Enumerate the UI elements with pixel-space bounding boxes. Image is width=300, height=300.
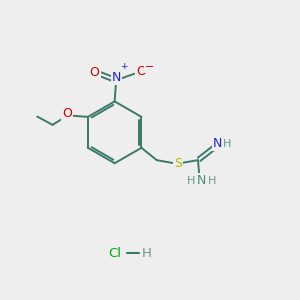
- Text: H: H: [187, 176, 195, 186]
- Text: S: S: [174, 157, 182, 170]
- Text: +: +: [120, 61, 127, 70]
- Text: N: N: [213, 137, 222, 151]
- Text: H: H: [142, 247, 152, 260]
- Text: H: H: [223, 139, 232, 149]
- Text: N: N: [112, 71, 122, 84]
- Text: O: O: [90, 66, 100, 79]
- Text: −: −: [145, 62, 154, 72]
- Text: O: O: [62, 106, 72, 119]
- Text: N: N: [197, 174, 206, 187]
- Text: Cl: Cl: [108, 247, 121, 260]
- Text: O: O: [136, 65, 146, 78]
- Text: H: H: [208, 176, 216, 186]
